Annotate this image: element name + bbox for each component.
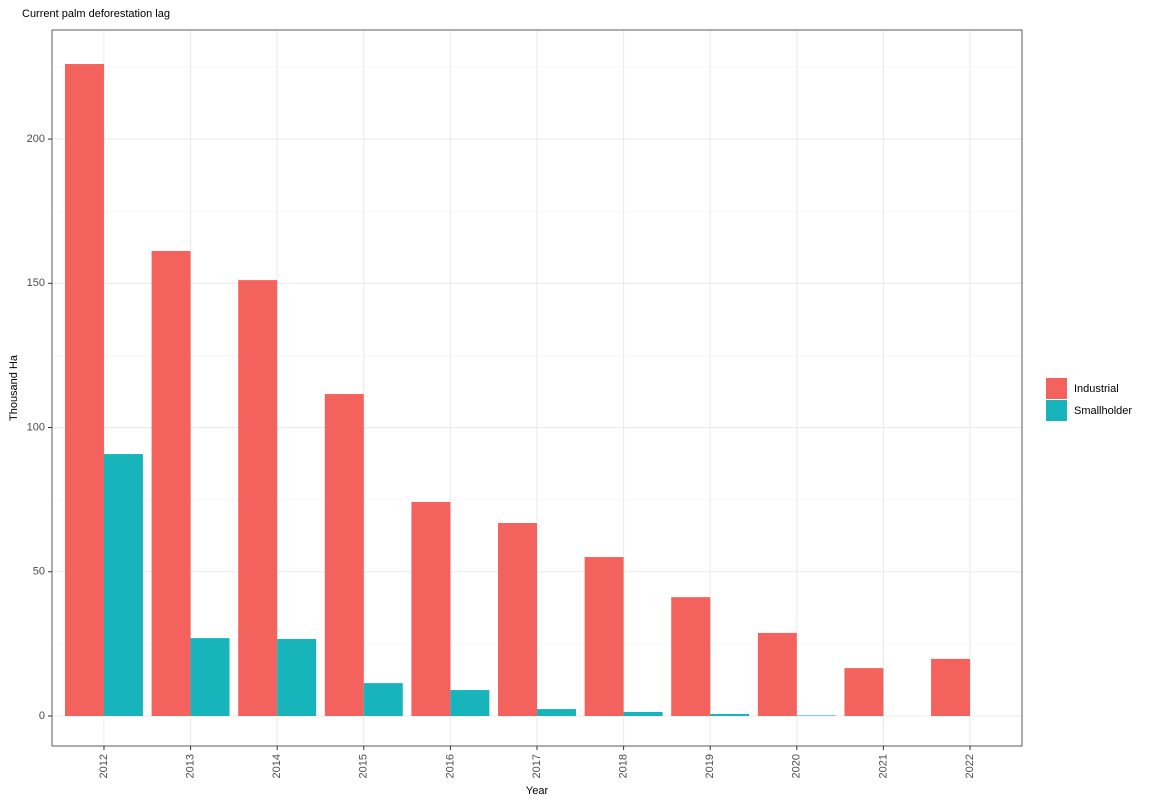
x-tick-label: 2019 (704, 754, 716, 778)
bar (796, 715, 836, 716)
bar (363, 683, 403, 716)
x-tick-label: 2014 (271, 754, 283, 778)
bar (151, 250, 191, 716)
legend-label: Smallholder (1074, 405, 1132, 417)
x-axis-label: Year (526, 785, 549, 797)
legend-label: Industrial (1074, 383, 1119, 395)
bar (710, 713, 750, 716)
bar (584, 557, 624, 716)
bar (103, 454, 143, 716)
legend-key (1046, 400, 1067, 421)
y-tick-label: 100 (27, 421, 45, 433)
x-tick-label: 2018 (618, 754, 630, 778)
bar (450, 690, 490, 716)
y-tick-label: 150 (27, 277, 45, 289)
y-tick-label: 0 (39, 710, 45, 722)
chart-title: Current palm deforestation lag (22, 8, 170, 20)
bar (277, 638, 317, 716)
bar (190, 638, 230, 716)
bar (64, 64, 104, 716)
bar (757, 632, 797, 716)
bar (844, 668, 884, 716)
bar (498, 523, 537, 716)
x-tick-label: 2022 (964, 754, 976, 778)
x-tick-label: 2017 (531, 754, 543, 778)
bar (931, 658, 971, 716)
x-tick-label: 2020 (791, 754, 803, 778)
x-tick-label: 2012 (98, 754, 110, 778)
bar (411, 501, 451, 716)
panel-border (51, 29, 1023, 747)
x-tick-label: 2015 (358, 754, 370, 778)
x-tick-label: 2021 (877, 754, 889, 778)
y-tick-label: 200 (27, 133, 45, 145)
y-tick-label: 50 (33, 566, 45, 578)
bar (324, 394, 364, 716)
y-axis-label: Thousand Ha (8, 354, 20, 421)
x-tick-label: 2013 (184, 754, 196, 778)
bar (623, 711, 663, 716)
legend-key (1046, 378, 1067, 399)
bar (537, 709, 576, 716)
x-tick-label: 2016 (444, 754, 456, 778)
bar (671, 597, 711, 716)
bar (238, 280, 278, 716)
